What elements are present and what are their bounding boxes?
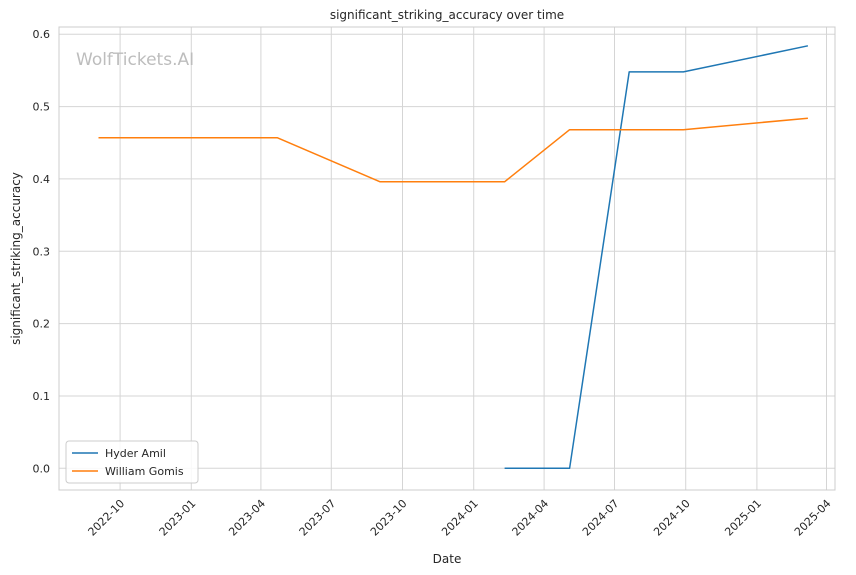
x-axis-ticks: 2022-10 2023-01 2023-04 2023-07 2023-10 2024-… xyxy=(86,497,834,539)
x-tick-label: 2024-01 xyxy=(439,497,481,539)
legend-box xyxy=(65,440,199,484)
x-tick-label: 2024-07 xyxy=(580,497,622,539)
x-tick-label: 2022-10 xyxy=(86,497,128,539)
chart-title: significant_striking_accuracy over time xyxy=(330,8,564,22)
series-line-1 xyxy=(504,45,809,470)
x-tick-label: 2024-04 xyxy=(510,497,552,539)
plot-frame xyxy=(58,26,836,491)
x-tick-label: 2025-01 xyxy=(722,497,764,539)
legend-label: Hyder Amil xyxy=(105,447,166,460)
legend-label: William Gomis xyxy=(105,465,184,478)
y-tick-label: 0.3 xyxy=(33,245,51,258)
y-tick-label: 0.6 xyxy=(33,28,51,41)
y-tick-label: 0.5 xyxy=(33,101,51,114)
y-axis-label: significant_striking_accuracy xyxy=(9,172,23,345)
x-tick-label: 2025-04 xyxy=(792,497,834,539)
legend: Hyder Amil William Gomis xyxy=(65,440,199,484)
y-tick-label: 0.1 xyxy=(33,390,51,403)
series-lines xyxy=(98,45,809,470)
y-tick-label: 0.2 xyxy=(33,318,51,331)
y-axis-ticks: 0.0 0.1 0.2 0.3 0.4 0.5 0.6 xyxy=(33,28,51,475)
watermark: WolfTickets.AI xyxy=(76,50,194,70)
x-tick-label: 2023-01 xyxy=(157,497,199,539)
x-axis-label: Date xyxy=(433,552,462,566)
grid xyxy=(59,27,835,490)
x-tick-label: 2023-10 xyxy=(368,497,410,539)
x-tick-label: 2023-04 xyxy=(226,497,268,539)
y-tick-label: 0.0 xyxy=(33,462,51,475)
series-line-2 xyxy=(98,117,808,183)
y-tick-label: 0.4 xyxy=(33,173,51,186)
x-tick-label: 2023-07 xyxy=(297,497,339,539)
x-tick-label: 2024-10 xyxy=(651,497,693,539)
